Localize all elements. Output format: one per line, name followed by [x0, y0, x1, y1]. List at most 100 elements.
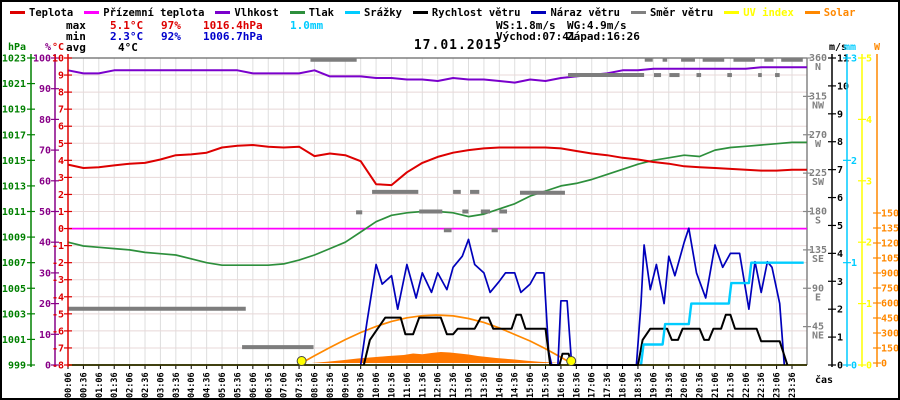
stat-wind-speed: WS:1.8m/s	[496, 19, 556, 32]
solar-swatch-icon	[804, 11, 820, 14]
x-tick-label: 11:06	[403, 372, 413, 398]
solar-m-en--line	[311, 352, 561, 363]
axis-label: 50	[39, 207, 51, 218]
x-tick-label: 20:06	[680, 372, 690, 398]
legend-label: Tlak	[308, 6, 334, 19]
x-tick-label: 23:36	[788, 372, 798, 398]
axis-label: 1007	[2, 258, 26, 269]
x-tick-label: 02:06	[126, 372, 136, 398]
x-tick-label: 11:36	[418, 372, 428, 398]
x-tick-label: 07:36	[295, 372, 305, 398]
axis-label: 0	[58, 224, 64, 235]
x-tick-label: 02:36	[141, 372, 151, 398]
axis-label: 2	[58, 190, 64, 201]
legend-label: UV index	[743, 6, 794, 19]
axis-label: 1013	[2, 181, 26, 192]
stat-sunset: Západ:16:26	[567, 30, 640, 43]
x-tick-label: 16:06	[557, 372, 567, 398]
dir-letter-label: S	[815, 216, 821, 227]
axis-label: -2	[52, 258, 64, 269]
axis-label: 6	[58, 122, 64, 133]
axis-label: 90	[39, 84, 51, 95]
axis-label: 8	[837, 137, 843, 148]
axis-label: 0	[881, 359, 887, 370]
x-tick-label: 06:06	[249, 372, 259, 398]
legend-item-tlak: Tlak	[289, 6, 334, 19]
legend-item-teplota: Teplota	[10, 7, 73, 19]
vlhkost-swatch-icon	[215, 11, 231, 14]
axis-label: 3	[58, 173, 64, 184]
rychlost-vetru-swatch-icon	[412, 11, 428, 14]
axis-label: 1011	[2, 207, 26, 218]
axis-label: 1021	[2, 79, 26, 90]
solar-teoretick--line	[301, 314, 572, 364]
dir-letter-label: SE	[812, 254, 824, 265]
x-tick-label: 05:06	[218, 372, 228, 398]
x-tick-label: 22:06	[742, 372, 752, 398]
teplota-line	[67, 144, 807, 187]
legend-label: Směr větru	[649, 6, 714, 19]
axis-label: 1001	[2, 335, 26, 346]
axis-label: 4	[866, 115, 872, 126]
axis-label: 1	[851, 258, 857, 269]
axis-label: 7	[58, 105, 64, 116]
page-title: 17.01.2015	[413, 38, 503, 53]
x-tick-label: 04:06	[187, 372, 197, 398]
axis-label: 6	[837, 193, 843, 204]
stat-max-pressure: 1016.4hPa	[203, 19, 263, 32]
dir-value-label: 315	[809, 91, 827, 102]
x-tick-label: 09:06	[341, 372, 351, 398]
axis-label: 80	[39, 115, 51, 126]
legend-label: Teplota	[29, 6, 74, 19]
vlhkost-line	[67, 66, 807, 84]
sun-marker-icon	[566, 356, 577, 366]
axis-label: -6	[52, 326, 64, 337]
x-tick-label: 19:06	[649, 372, 659, 398]
x-tick-label: 10:36	[387, 372, 397, 398]
x-tick-label: 06:36	[264, 372, 274, 398]
axis-label: 9	[837, 109, 843, 120]
x-tick-label: 18:36	[634, 372, 644, 398]
axis-label: 1017	[2, 130, 26, 141]
x-tick-label: 00:06	[64, 372, 74, 398]
axis-label: 5	[58, 139, 64, 150]
naraz-vetru-swatch-icon	[531, 11, 547, 14]
axis-label: 1015	[2, 156, 26, 167]
axis-label: 8	[58, 88, 64, 99]
legend-label: Rychlost větru	[431, 6, 521, 19]
sr-ky-line	[639, 261, 804, 366]
axis-label: 11	[837, 54, 849, 65]
axis-label: -3	[52, 275, 64, 286]
axis-label: 1	[837, 333, 843, 344]
axis-label: 450	[881, 314, 899, 325]
dir-letter-label: SW	[812, 177, 825, 188]
legend-item-naraz-vetru: Náraz větru	[531, 7, 620, 19]
x-tick-label: 14:36	[511, 372, 521, 398]
axis-label: 1200	[881, 239, 900, 250]
stat-max-temp: 5.1°C	[110, 19, 144, 32]
axis-label: 1	[58, 207, 64, 218]
axis-label: -1	[52, 241, 64, 252]
legend-item-smer-vetru: Směr větru	[630, 6, 714, 19]
legend-item-srazky: Srážky	[344, 7, 402, 19]
legend-label: Náraz větru	[550, 6, 620, 19]
x-tick-label: 08:36	[326, 372, 336, 398]
stat-min-temp: 2.3°C	[110, 30, 144, 43]
stat-avg-label: avg	[66, 41, 86, 54]
axis-label: 30	[39, 268, 51, 279]
axis-label: 600	[881, 299, 899, 310]
stat-max-rain: 1.0mm	[290, 19, 324, 32]
axis-label: 0	[866, 361, 872, 372]
x-tick-label: 18:06	[619, 372, 629, 398]
axis-label: 70	[39, 146, 51, 157]
teplota-swatch-icon	[10, 11, 25, 14]
dir-value-label: 45	[812, 322, 824, 333]
x-tick-label: 12:36	[449, 372, 459, 398]
right-axis-header: mm	[844, 42, 856, 53]
x-tick-label: 03:06	[156, 372, 166, 398]
axis-label: 2	[851, 156, 857, 167]
axis-label: 7	[837, 165, 843, 176]
axis-label: 4	[837, 249, 843, 260]
